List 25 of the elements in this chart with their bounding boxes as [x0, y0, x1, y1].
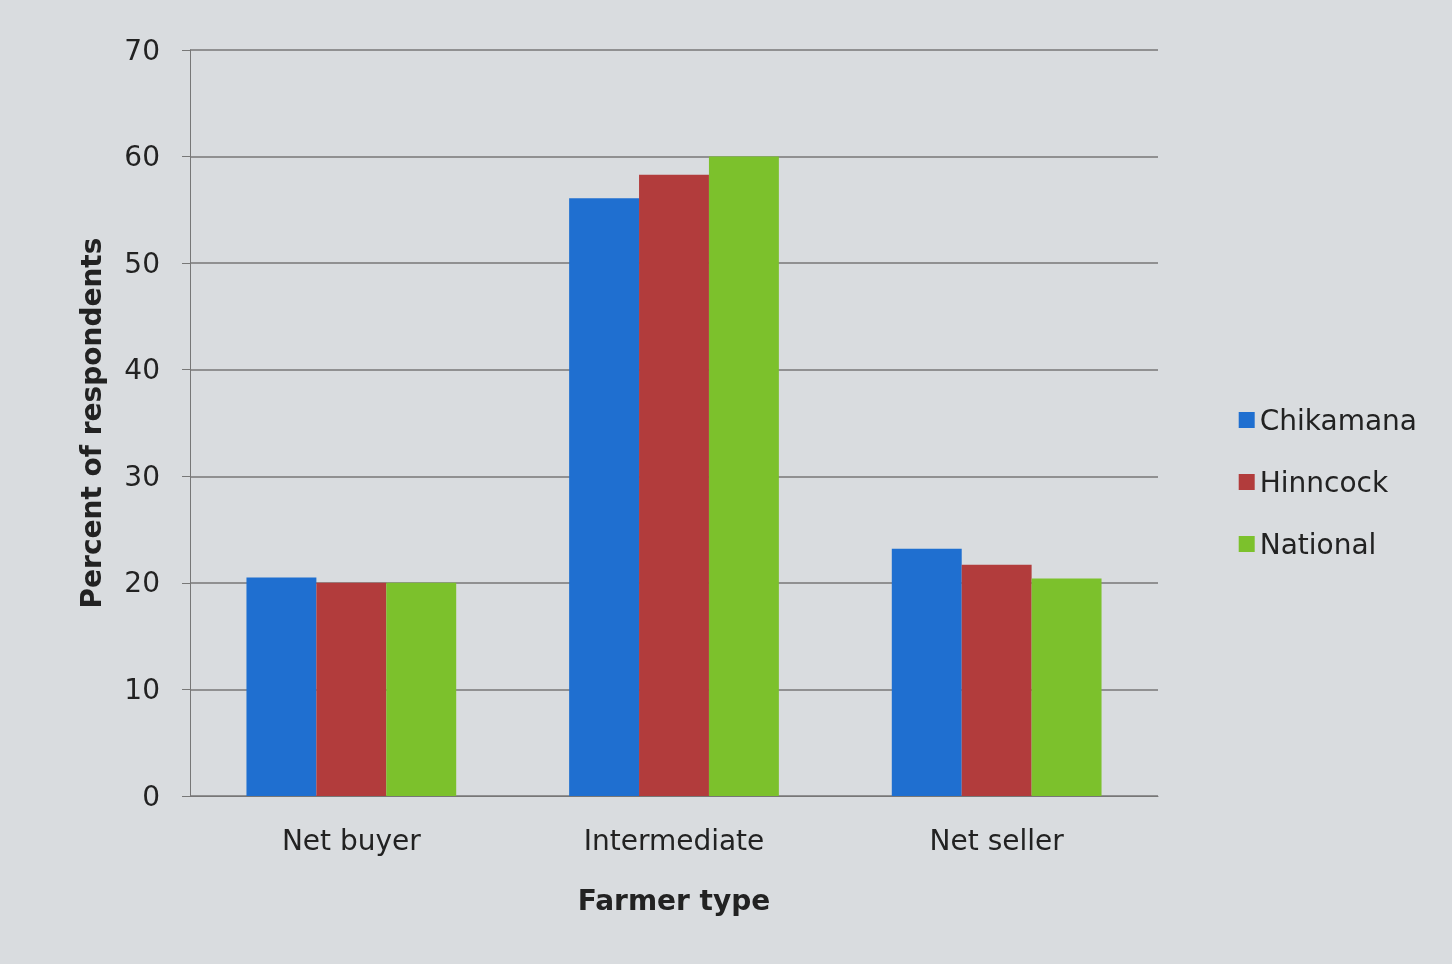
y-tick-label: 30: [124, 459, 160, 493]
y-tick-label: 50: [124, 246, 160, 280]
y-tick-label: 0: [142, 779, 160, 813]
y-axis-title: Percent of respondents: [74, 237, 108, 609]
y-tick-label: 20: [124, 566, 160, 600]
bar: [639, 174, 709, 796]
x-tick-label: Net seller: [929, 823, 1065, 857]
x-axis-title: Farmer type: [577, 883, 771, 917]
bar: [708, 156, 779, 796]
bar: [961, 564, 1032, 796]
x-tick-label: Intermediate: [583, 823, 765, 857]
legend-label: Chikamana: [1259, 403, 1417, 437]
bar: [316, 582, 387, 796]
legend-label: National: [1259, 527, 1377, 561]
bar: [386, 582, 457, 796]
y-tick-label: 10: [124, 672, 160, 706]
x-tick-label: Net buyer: [281, 823, 422, 857]
bar: [569, 198, 640, 796]
bar: [1031, 578, 1102, 796]
y-tick-label: 60: [124, 140, 160, 174]
y-tick-label: 40: [124, 353, 160, 387]
legend-label: Hinncock: [1259, 465, 1389, 499]
bar: [246, 577, 317, 796]
y-tick-label: 70: [124, 33, 160, 67]
bar: [891, 548, 962, 796]
